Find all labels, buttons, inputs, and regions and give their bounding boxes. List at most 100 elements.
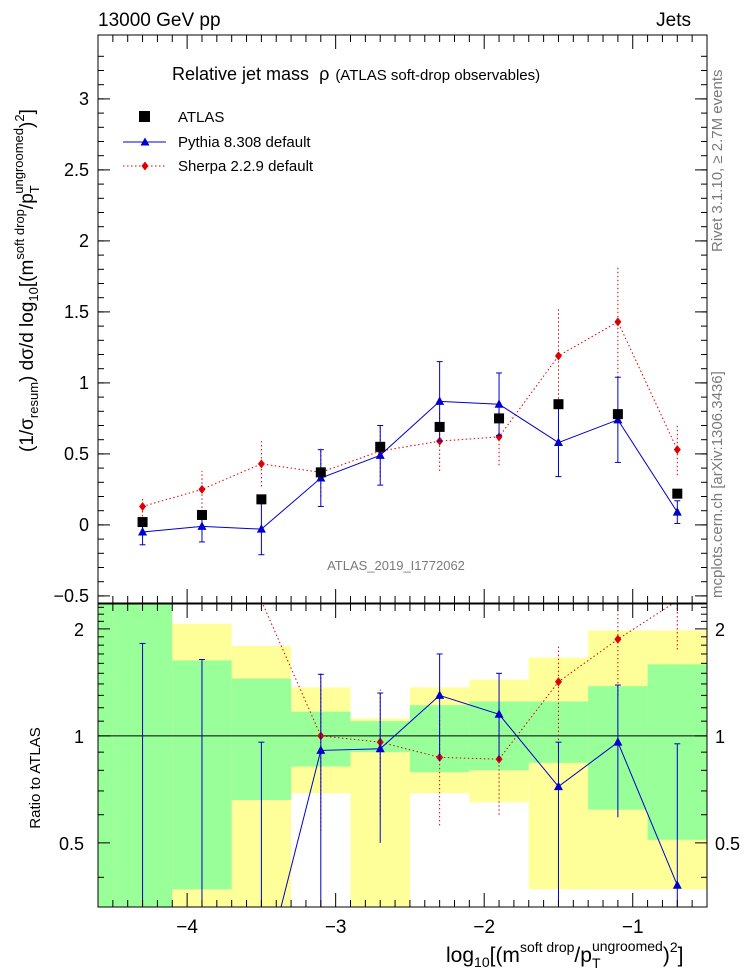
legend: ATLAS Pythia 8.308 default Sherpa 2.2.9 …	[123, 109, 314, 175]
ratio-y-axis-label: Ratio to ATLAS	[27, 727, 44, 828]
x-tick-label: −2	[473, 917, 495, 938]
atlas-point	[612, 409, 623, 420]
ylabel-sup-2: 2	[12, 114, 27, 121]
ratio-pythia-point	[494, 709, 504, 718]
xlabel-pre: log	[446, 944, 474, 967]
ratio-y-tick-label: 2	[74, 620, 84, 640]
ratio-pythia-point	[435, 690, 445, 699]
xlabel-sup-2: 2	[670, 939, 678, 955]
main-y-tick-label: 3	[79, 89, 89, 109]
sherpa-point	[139, 501, 147, 511]
pythia-point	[494, 399, 504, 408]
ratio-y-tick-label-right: 1	[715, 727, 725, 747]
ylabel-sub-10: 10	[26, 287, 41, 301]
xlabel-end: ]	[678, 944, 684, 967]
main-y-tick-label: −0.5	[53, 586, 89, 606]
ylabel-bracket: [(m	[17, 260, 38, 287]
rivet-label: Rivet 3.1.10, ≥ 2.7M events	[709, 70, 726, 253]
ratio-sherpa-point	[554, 677, 562, 687]
ylabel-pre: (1/σ	[17, 418, 38, 452]
sherpa-point	[257, 459, 265, 469]
xlabel-close: )	[663, 944, 670, 967]
main-y-tick-label: 2.5	[64, 160, 89, 180]
mcplots-label: mcplots.cern.ch [arXiv:1306.3436]	[709, 371, 726, 598]
atlas-point	[315, 467, 326, 478]
ratio-panel: 0.5 0.5 1 1 2 2 −4 −3 −2 −1 Ratio to ATLAS log10[…	[27, 442, 740, 971]
xlabel-sub-10: 10	[474, 954, 490, 970]
legend-label-atlas: ATLAS	[178, 109, 224, 126]
xlabel-sup-softdrop: soft drop	[520, 939, 575, 955]
ylabel-slash: /p	[17, 193, 38, 209]
main-panel: −0.5 0 0.5 1 1.5 2 2.5 3 Relative jet mass ρ (ATL…	[11, 34, 708, 606]
chart-subtitle: (ATLAS soft-drop observables)	[335, 67, 540, 84]
sherpa-point	[673, 445, 681, 455]
main-y-tick-label: 2	[79, 231, 89, 251]
ratio-y-tick-label: 1	[74, 727, 84, 747]
ratio-pythia-line	[280, 694, 678, 907]
sherpa-line	[142, 321, 678, 507]
pythia-point	[197, 521, 207, 530]
pythia-point	[553, 437, 563, 447]
atlas-point	[672, 488, 683, 499]
ylabel-close: )	[17, 122, 38, 128]
ylabel-sup-softdrop: soft drop	[12, 209, 27, 260]
ratio-band-inner	[98, 604, 113, 907]
legend-marker-pythia	[140, 137, 150, 146]
sherpa-point	[495, 432, 503, 442]
main-panel-data	[137, 266, 683, 556]
atlas-point	[494, 413, 505, 424]
legend-marker-atlas	[139, 111, 150, 122]
pythia-point	[138, 527, 148, 536]
ylabel-sup-ungroomed: ungroomed	[11, 128, 26, 194]
main-panel-ticks: −0.5 0 0.5 1 1.5 2 2.5 3	[53, 35, 707, 606]
main-y-axis-label: (1/σresum) dσ/d log10[(msoft drop/pTungr…	[11, 109, 42, 452]
chart-title-symbol: ρ	[319, 64, 329, 84]
main-y-tick-label: 1	[79, 373, 89, 393]
analysis-watermark: ATLAS_2019_I1772062	[327, 558, 465, 573]
ratio-panel-ticks: 0.5 0.5 1 1 2 2 −4 −3 −2 −1	[59, 604, 740, 938]
pythia-point	[256, 524, 266, 533]
xlabel-bracket: [(m	[490, 944, 520, 967]
ratio-y-tick-label: 0.5	[59, 834, 84, 854]
main-panel-frame	[97, 34, 708, 604]
pythia-point	[435, 396, 445, 405]
sherpa-point	[614, 317, 622, 327]
atlas-point	[434, 421, 445, 432]
legend-label-pythia: Pythia 8.308 default	[178, 134, 311, 151]
atlas-point	[256, 494, 267, 505]
legend-label-sherpa: Sherpa 2.2.9 default	[178, 158, 314, 175]
ratio-pythia-point	[672, 880, 682, 889]
xlabel-sub-T: T	[592, 955, 601, 971]
atlas-point	[553, 399, 564, 410]
main-y-tick-label: 0	[79, 515, 89, 535]
ratio-pythia-point	[375, 743, 385, 753]
ratio-y-tick-label-right: 2	[715, 620, 725, 640]
x-tick-label: −4	[176, 917, 198, 938]
ratio-sherpa-point	[614, 634, 622, 644]
x-tick-label: −1	[622, 917, 644, 938]
header-left: 13000 GeV pp	[98, 10, 221, 31]
header-right: Jets	[656, 10, 691, 31]
ylabel-sub-resum: resum	[26, 382, 41, 418]
pythia-point	[672, 507, 682, 516]
ratio-pythia-point	[553, 781, 563, 791]
ylabel-sub-T: T	[27, 185, 42, 193]
x-tick-label: −3	[325, 917, 347, 938]
ylabel-end: ]	[17, 109, 38, 114]
ylabel-mid: ) dσ/d log	[17, 302, 38, 382]
sherpa-point	[198, 484, 206, 494]
pythia-line	[142, 400, 678, 533]
sherpa-point	[554, 351, 562, 361]
ratio-pythia-point	[316, 745, 326, 754]
pythia-point	[375, 450, 385, 459]
atlas-point	[137, 517, 148, 528]
main-y-tick-label: 0.5	[64, 444, 89, 464]
chart-title-text: Relative jet mass	[172, 64, 309, 84]
ratio-sherpa-point	[139, 442, 146, 451]
ratio-panel-frame	[97, 603, 708, 908]
ratio-y-tick-label-right: 0.5	[715, 834, 740, 854]
atlas-point	[196, 509, 207, 520]
atlas-point	[375, 441, 386, 452]
legend-marker-sherpa	[141, 161, 149, 171]
